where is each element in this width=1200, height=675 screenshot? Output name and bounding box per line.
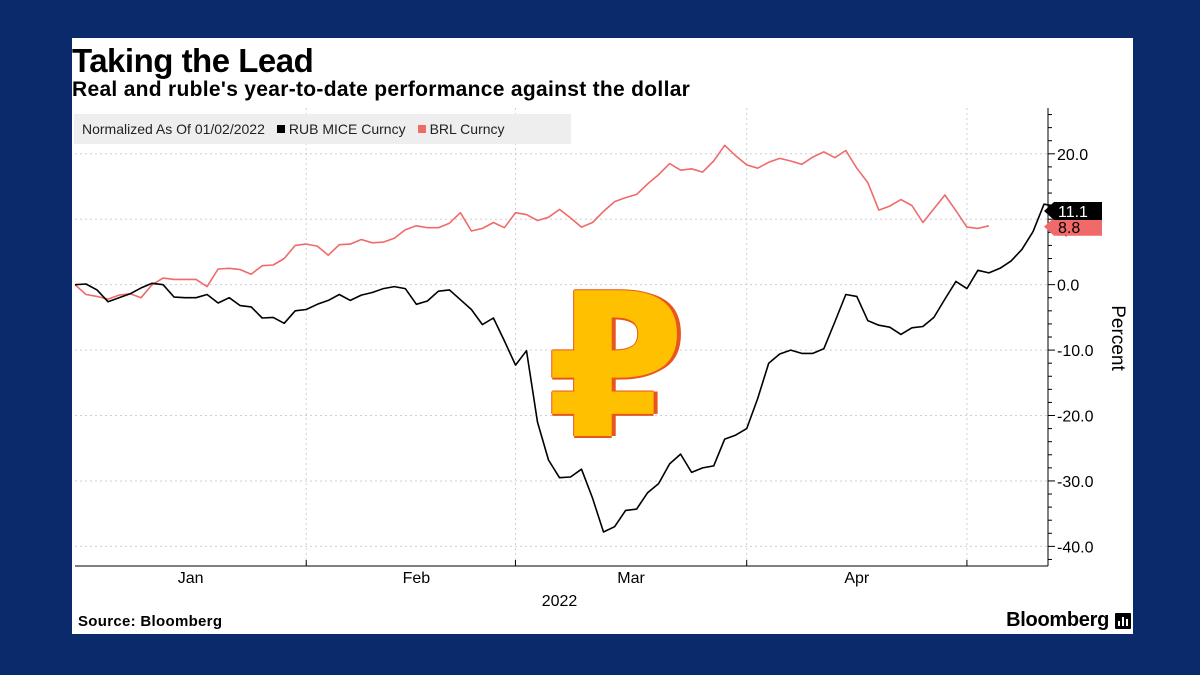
brand-label: Bloomberg <box>1006 609 1109 631</box>
y-axis-label: Percent <box>1107 305 1128 371</box>
rub-swatch-icon <box>276 125 285 133</box>
y-tick-label: 0.0 <box>1057 278 1079 295</box>
rub-series-line <box>74 203 1089 533</box>
x-tick-label: Apr <box>844 570 870 587</box>
legend: Normalized As Of 01/02/2022 RUB MICE Cur… <box>74 114 571 144</box>
ruble-symbol-icon: ₽ <box>546 251 686 484</box>
brl-series-line <box>74 144 990 300</box>
legend-rub-label: RUB MICE Curncy <box>288 121 406 137</box>
x-tick-label: Jan <box>178 570 204 587</box>
brl-last-value-tag-bg <box>1044 217 1102 236</box>
legend-normalized: Normalized As Of 01/02/2022 <box>82 121 265 137</box>
bloomberg-chart-icon <box>1115 612 1131 629</box>
legend-rub: RUB MICE Curncy <box>276 121 406 137</box>
x-tick-label: Mar <box>617 570 645 587</box>
legend-brl: BRL Curncy <box>417 121 505 137</box>
y-tick-label: -40.0 <box>1057 539 1094 556</box>
legend-normalized-label: Normalized As Of 01/02/2022 <box>82 121 265 137</box>
chart-card: 20.0 0.0 -10.0 -20.0 -30.0 -40.0 Percent Jan Feb… <box>72 38 1133 634</box>
brl-swatch-icon <box>417 125 426 133</box>
x-tick-label: Feb <box>403 570 431 587</box>
y-tick-label: 20.0 <box>1057 147 1088 164</box>
rub-last-value-tag-bg <box>1044 202 1102 221</box>
chart-subtitle: Real and ruble's year-to-date performanc… <box>72 78 691 101</box>
y-tick-label: -30.0 <box>1057 474 1094 491</box>
rub-last-value-tag-label: 11.1 <box>1058 204 1088 221</box>
y-tick-label: -20.0 <box>1057 409 1094 426</box>
source-label: Source: Bloomberg <box>78 613 223 630</box>
brl-last-value-tag-label: 8.8 <box>1058 220 1080 237</box>
legend-brl-label: BRL Curncy <box>429 121 505 137</box>
chart-title: Taking the Lead <box>72 42 314 79</box>
x-axis-label: 2022 <box>542 593 578 610</box>
bloomberg-logo: Bloomberg <box>1006 609 1131 632</box>
y-tick-label: -10.0 <box>1057 343 1094 360</box>
chart-svg: 20.0 0.0 -10.0 -20.0 -30.0 -40.0 Percent Jan Feb… <box>74 108 1128 610</box>
